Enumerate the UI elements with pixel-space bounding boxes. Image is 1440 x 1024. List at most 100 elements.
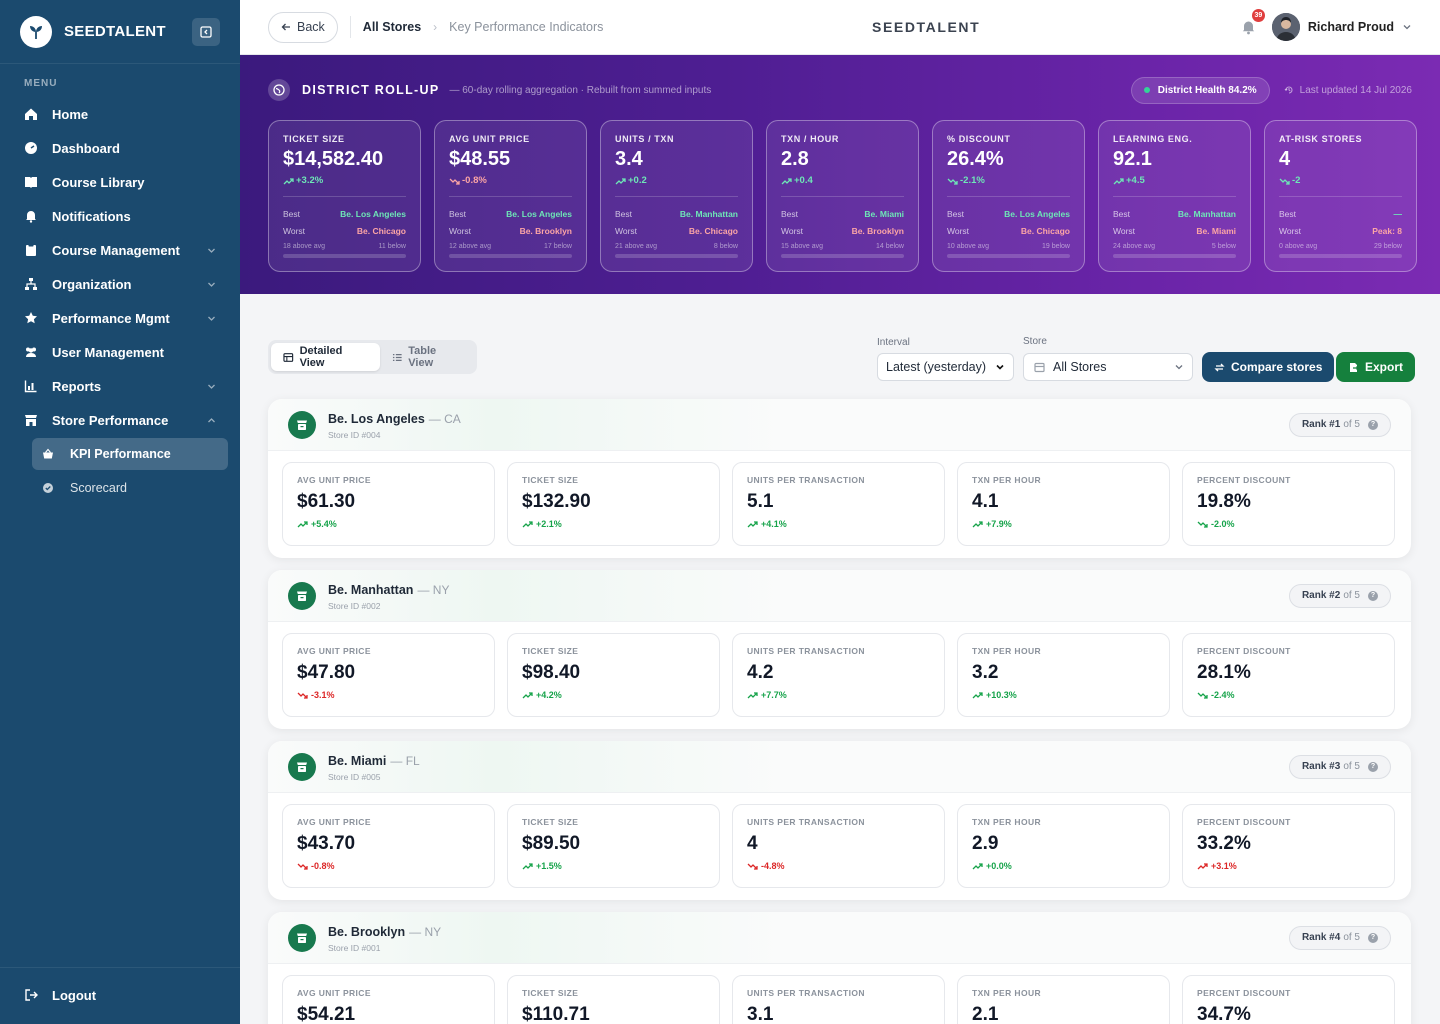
divider	[947, 196, 1070, 197]
export-button[interactable]: Export	[1336, 352, 1416, 382]
district-kpi-card[interactable]: LEARNING ENG. 92.1 +4.5 Best Be. Manhattan Wo…	[1098, 120, 1251, 272]
collapse-sidebar-button[interactable]	[192, 17, 220, 46]
store-name[interactable]: Be. Miami	[328, 753, 387, 768]
logout-button[interactable]: Logout	[0, 978, 240, 1012]
sidebar-item-home[interactable]: Home	[0, 97, 240, 131]
best-store: —	[1393, 208, 1403, 219]
sidebar-subitem-kpi-performance[interactable]: KPI Performance	[32, 438, 228, 470]
kpi-value: 2.8	[781, 148, 809, 170]
rank-badge[interactable]: Rank #2 of 5?	[1288, 583, 1391, 608]
logout-icon	[24, 988, 38, 1002]
header-brand: SEEDTALENT	[872, 19, 981, 35]
above-avg-count: 18 above avg	[283, 243, 326, 250]
sidebar-item-performance-mgmt[interactable]: Performance Mgmt	[0, 301, 240, 335]
store-name[interactable]: Be. Los Angeles	[328, 411, 425, 426]
trend-up-icon	[972, 692, 983, 699]
detailed-view-tab[interactable]: Detailed View	[271, 343, 380, 371]
metric-value: 2.9	[972, 833, 999, 854]
info-icon[interactable]: ?	[1368, 761, 1378, 772]
kpi-label: LEARNING ENG.	[1113, 134, 1193, 144]
interval-select[interactable]: Latest (yesterday)	[877, 353, 1014, 381]
trend-up-icon	[972, 521, 983, 528]
sidebar-item-label: Organization	[52, 276, 132, 292]
info-icon[interactable]: ?	[1368, 590, 1378, 601]
district-kpi-card[interactable]: UNITS / TXN 3.4 +0.2 Best Be. Manhattan Worst…	[600, 120, 753, 272]
rank-text: Rank #1	[1301, 419, 1341, 430]
best-store: Be. Manhattan	[679, 208, 738, 219]
district-health-badge: District Health 84.2%	[1130, 76, 1270, 104]
district-kpi-card[interactable]: TICKET SIZE $14,582.40 +3.2% Best Be. Los An…	[268, 120, 421, 272]
district-kpi-card[interactable]: AT-RISK STORES 4 -2 Best — Worst Peak: 8 0 abov…	[1264, 120, 1417, 272]
store-name[interactable]: Be. Manhattan	[328, 582, 414, 597]
sidebar-item-dashboard[interactable]: Dashboard	[0, 131, 240, 165]
metric-delta-text: +7.7%	[761, 690, 787, 700]
kpi-delta: -0.8%	[449, 175, 572, 186]
store-icon	[288, 752, 316, 781]
info-icon[interactable]: ?	[1368, 419, 1378, 430]
best-store: Be. Los Angeles	[1004, 208, 1070, 219]
rank-badge[interactable]: Rank #1 of 5?	[1288, 412, 1391, 437]
district-kpi-card[interactable]: AVG UNIT PRICE $48.55 -0.8% Best Be. Los Ang…	[434, 120, 587, 272]
rollup-subtitle: — 60-day rolling aggregation · Rebuilt f…	[449, 84, 712, 96]
rank-badge[interactable]: Rank #4 of 5?	[1288, 925, 1391, 950]
trend-down-icon	[947, 178, 958, 185]
district-kpi-card[interactable]: % DISCOUNT 26.4% -2.1% Best Be. Los Angeles W…	[932, 120, 1085, 272]
file-export-icon	[1350, 362, 1359, 372]
metric-value: $54.21	[297, 1004, 356, 1024]
divider	[349, 16, 351, 38]
table-view-tab[interactable]: Table View	[380, 343, 474, 371]
rank-badge[interactable]: Rank #3 of 5?	[1288, 754, 1391, 779]
store-title-block: Be. Manhattan — NY Store ID #002	[328, 581, 449, 611]
breadcrumb-all-stores[interactable]: All Stores	[362, 20, 422, 34]
store-card[interactable]: Be. Manhattan — NY Store ID #002 Rank #2 of …	[268, 570, 1411, 729]
chevron-down-icon[interactable]	[1402, 22, 1412, 32]
store-value: All Stores	[1053, 360, 1107, 374]
sidebar-item-store-performance[interactable]: Store Performance	[0, 403, 240, 437]
notifications-button[interactable]: 39	[1238, 9, 1265, 38]
district-rollup: DISTRICT ROLL-UP — 60-day rolling aggreg…	[240, 55, 1440, 294]
kpi-best-row: Best Be. Los Angeles	[283, 205, 406, 222]
list-icon	[392, 353, 402, 361]
chevron-down-icon	[1175, 365, 1183, 370]
kpi-best-row: Best Be. Manhattan	[1113, 205, 1236, 222]
trend-up-icon	[283, 177, 294, 184]
compare-stores-button[interactable]: Compare stores	[1202, 352, 1335, 382]
metric-label: AVG UNIT PRICE	[297, 988, 371, 998]
kpi-delta: +3.2%	[283, 175, 406, 186]
below-avg-count: 8 below	[713, 243, 738, 250]
trend-down-icon	[747, 863, 758, 870]
sidebar-item-user-management[interactable]: User Management	[0, 335, 240, 369]
trend-up-icon	[522, 692, 533, 699]
sidebar-item-reports[interactable]: Reports	[0, 369, 240, 403]
avatar[interactable]	[1271, 13, 1300, 41]
back-button[interactable]: Back	[268, 11, 338, 43]
info-icon[interactable]: ?	[1368, 932, 1378, 943]
sidebar-item-notifications[interactable]: Notifications	[0, 199, 240, 233]
user-name[interactable]: Richard Proud	[1307, 20, 1394, 34]
store-name[interactable]: Be. Brooklyn	[328, 924, 406, 939]
store-state: — CA	[428, 411, 461, 426]
metric-delta-text: -0.8%	[311, 861, 335, 871]
store-icon	[24, 413, 38, 427]
worst-label: Worst	[1279, 225, 1302, 236]
best-label: Best	[449, 208, 467, 219]
store-card[interactable]: Be. Miami — FL Store ID #005 Rank #3 of 5? AV…	[268, 741, 1411, 900]
best-label: Best	[947, 208, 965, 219]
sidebar-item-course-library[interactable]: Course Library	[0, 165, 240, 199]
store-select[interactable]: All Stores	[1023, 353, 1193, 381]
sidebar-item-course-management[interactable]: Course Management	[0, 233, 240, 267]
store-card[interactable]: Be. Brooklyn — NY Store ID #001 Rank #4 of 5…	[268, 912, 1411, 1024]
trend-down-icon	[1279, 178, 1290, 185]
metric-value: 5.1	[747, 491, 774, 512]
sidebar-subitem-scorecard[interactable]: Scorecard	[32, 472, 228, 504]
sidebar-item-organization[interactable]: Organization	[0, 267, 240, 301]
worst-store: Be. Brooklyn	[519, 225, 572, 236]
trend-up-icon	[972, 863, 983, 870]
store-card[interactable]: Be. Los Angeles — CA Store ID #004 Rank #1 o…	[268, 399, 1411, 558]
trend-down-icon	[297, 692, 308, 699]
district-kpi-card[interactable]: TXN / HOUR 2.8 +0.4 Best Be. Miami Worst Be. B…	[766, 120, 919, 272]
metric-label: UNITS PER TRANSACTION	[747, 646, 865, 656]
kpi-value: 92.1	[1113, 148, 1152, 170]
metric-delta: +5.4%	[297, 519, 480, 529]
metric-value: $43.70	[297, 833, 356, 854]
